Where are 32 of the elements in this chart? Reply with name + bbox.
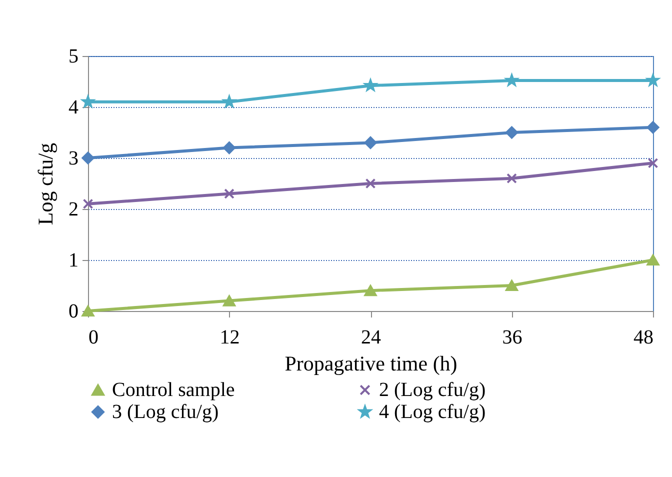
legend-label: 4 (Log cfu/g) [379, 401, 486, 423]
point [506, 173, 517, 184]
y-axis-title: Log cfu/g [34, 142, 58, 226]
point [648, 158, 658, 168]
point [646, 254, 660, 266]
legend-label: 2 (Log cfu/g) [379, 379, 486, 401]
x-axis-title: Propagative time (h) [284, 352, 458, 376]
point [82, 152, 94, 164]
y-tick-label: 5 [68, 46, 78, 68]
point [364, 136, 377, 149]
x-tick-label: 48 [634, 326, 654, 348]
x-tick-label: 12 [220, 326, 240, 348]
point [223, 295, 236, 306]
point [223, 142, 236, 154]
y-tick-label: 4 [68, 96, 78, 118]
point [82, 305, 94, 317]
y-tick-label: 1 [68, 250, 78, 272]
point [82, 198, 94, 210]
point [224, 188, 234, 199]
point [506, 280, 518, 292]
y-tick-label: 0 [68, 300, 78, 322]
x-tick-label: 0 [88, 326, 98, 348]
x-tick-label: 24 [361, 326, 381, 348]
point [646, 121, 660, 134]
legend-label: Control sample [112, 379, 235, 401]
y-tick-label: 2 [68, 198, 78, 220]
point [506, 126, 518, 139]
point [365, 178, 376, 189]
x-tick-label: 36 [502, 326, 522, 348]
y-tick-label: 3 [68, 148, 78, 170]
point [364, 285, 377, 296]
legend-label: 3 (Log cfu/g) [112, 401, 219, 423]
